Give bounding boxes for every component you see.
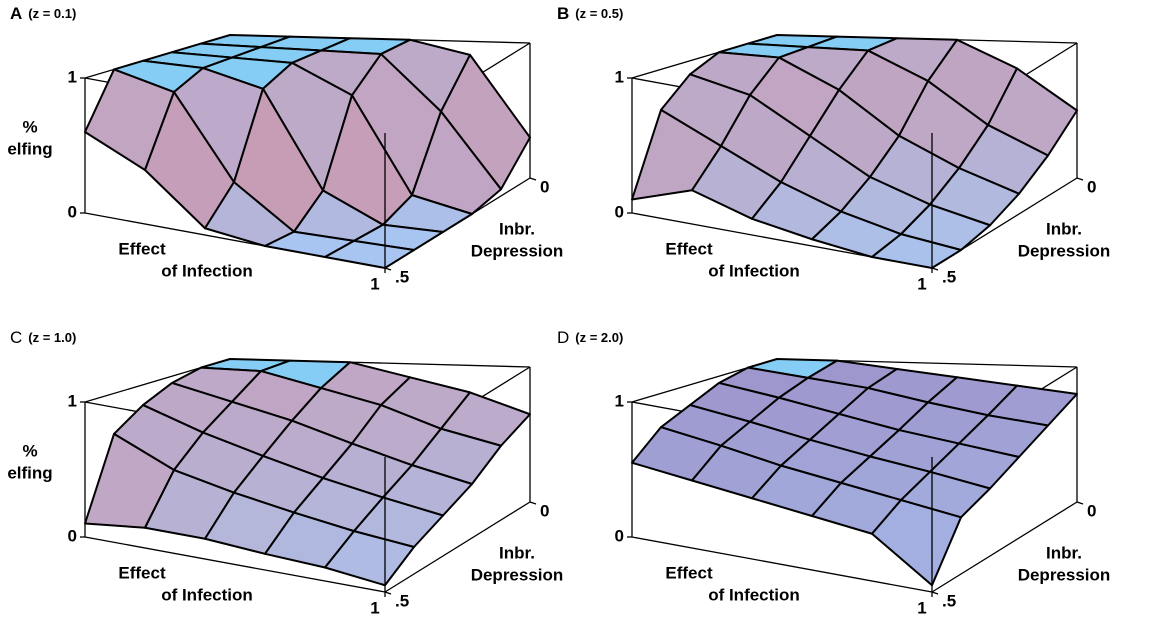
y-tick-label: 0 bbox=[540, 177, 549, 196]
y-tick-label: .5 bbox=[942, 591, 956, 610]
panel-subtitle: (z = 2.0) bbox=[575, 330, 623, 345]
x-tick-label: 1 bbox=[370, 598, 379, 617]
z-tick-label: 0 bbox=[615, 526, 624, 545]
panel-title: D (z = 2.0) bbox=[557, 328, 623, 347]
z-axis-label: % bbox=[22, 441, 37, 460]
panel-letter: B bbox=[557, 4, 569, 23]
z-axis-label: % bbox=[22, 117, 37, 136]
panel-title: C (z = 1.0) bbox=[10, 328, 76, 347]
x-tick-label: 1 bbox=[917, 598, 926, 617]
panel-subtitle: (z = 1.0) bbox=[28, 330, 76, 345]
panel-letter: C bbox=[10, 328, 22, 347]
box-edge bbox=[384, 501, 531, 593]
y-tick-label: 0 bbox=[1087, 177, 1096, 196]
panel-letter: D bbox=[557, 328, 569, 347]
panel-title: B (z = 0.5) bbox=[557, 4, 623, 23]
x-axis-label: of Infection bbox=[708, 261, 800, 280]
z-tick-label: 1 bbox=[68, 67, 77, 86]
x-axis-label: Effect bbox=[118, 239, 166, 258]
z-axis-label: elfing bbox=[7, 463, 52, 482]
panel: 0 1 1 0 .5 A (z = 0.1)% elfing Effect of Infectio… bbox=[7, 4, 563, 293]
x-axis-label: Effect bbox=[665, 563, 713, 582]
y-tick bbox=[1076, 177, 1084, 181]
x-axis-label: Effect bbox=[665, 239, 713, 258]
y-tick-label: .5 bbox=[942, 267, 956, 286]
y-axis-label: Inbr. bbox=[499, 219, 535, 238]
y-tick bbox=[1076, 501, 1084, 505]
y-tick bbox=[384, 591, 392, 595]
panel-title: A (z = 0.1) bbox=[10, 4, 76, 23]
box-edge bbox=[84, 536, 386, 593]
panel: 0 1 1 0 .5 B (z = 0.5) Effect of Infection Inbr. D… bbox=[557, 4, 1110, 293]
y-tick bbox=[931, 591, 939, 595]
x-axis-label: of Infection bbox=[161, 585, 253, 604]
y-axis-label: Inbr. bbox=[1046, 543, 1082, 562]
y-tick bbox=[931, 267, 939, 271]
panel-subtitle: (z = 0.5) bbox=[575, 6, 623, 21]
y-tick bbox=[529, 177, 537, 181]
y-axis-label: Depression bbox=[1018, 565, 1111, 584]
z-tick-label: 1 bbox=[615, 391, 624, 410]
z-tick-label: 0 bbox=[68, 526, 77, 545]
box-edge bbox=[931, 501, 1078, 593]
x-axis-label: of Infection bbox=[161, 261, 253, 280]
x-axis-label: of Infection bbox=[708, 585, 800, 604]
x-tick-label: 1 bbox=[917, 274, 926, 293]
z-tick-label: 0 bbox=[615, 202, 624, 221]
y-tick-label: 0 bbox=[540, 501, 549, 520]
panel: 0 1 1 0 .5 C (z = 1.0)% elfing Effect of Infectio… bbox=[7, 328, 563, 617]
y-axis-label: Inbr. bbox=[1046, 219, 1082, 238]
z-tick-label: 1 bbox=[68, 391, 77, 410]
y-axis-label: Inbr. bbox=[499, 543, 535, 562]
y-axis-label: Depression bbox=[471, 241, 564, 260]
x-axis-label: Effect bbox=[118, 563, 166, 582]
panel: 0 1 1 0 .5 D (z = 2.0) Effect of Infection Inbr. D… bbox=[557, 328, 1110, 617]
z-axis-label: elfing bbox=[7, 139, 52, 158]
y-axis-label: Depression bbox=[471, 565, 564, 584]
y-tick bbox=[384, 267, 392, 271]
y-tick bbox=[529, 501, 537, 505]
y-axis-label: Depression bbox=[1018, 241, 1111, 260]
z-tick-label: 1 bbox=[615, 67, 624, 86]
y-tick-label: .5 bbox=[395, 591, 409, 610]
z-tick-label: 0 bbox=[68, 202, 77, 221]
box-edge bbox=[631, 536, 933, 593]
y-tick-label: .5 bbox=[395, 267, 409, 286]
panel-letter: A bbox=[10, 4, 22, 23]
panel-subtitle: (z = 0.1) bbox=[28, 6, 76, 21]
y-tick-label: 0 bbox=[1087, 501, 1096, 520]
x-tick-label: 1 bbox=[370, 274, 379, 293]
